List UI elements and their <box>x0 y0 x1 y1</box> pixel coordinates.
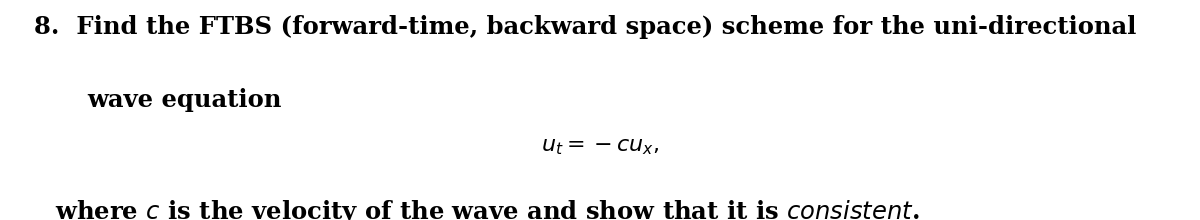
Text: 8.  Find the FTBS (forward-time, backward space) scheme for the uni-directional: 8. Find the FTBS (forward-time, backward… <box>34 15 1136 39</box>
Text: wave equation: wave equation <box>88 88 282 112</box>
Text: $u_t = -cu_x,$: $u_t = -cu_x,$ <box>541 135 659 157</box>
Text: where $c$ is the velocity of the wave and show that it is $\mathit{consistent}$.: where $c$ is the velocity of the wave an… <box>55 198 920 220</box>
